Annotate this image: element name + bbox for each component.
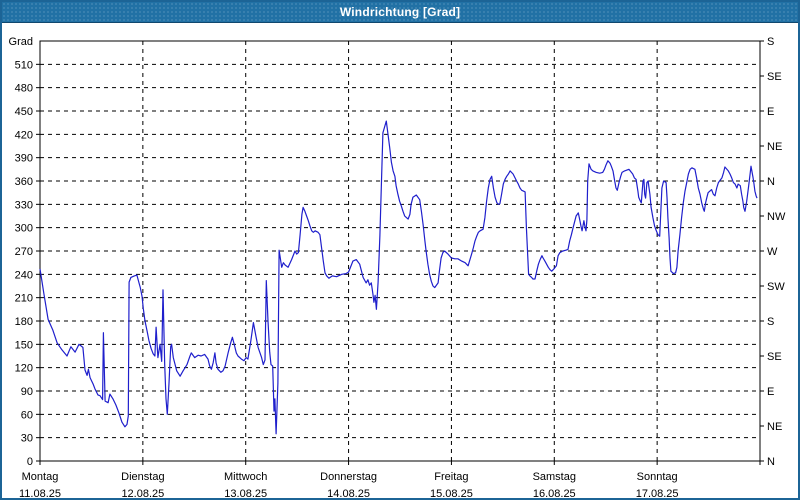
compass-tick-label: E — [767, 386, 774, 398]
compass-tick-label: W — [767, 246, 778, 258]
y-axis-tick-label: 210 — [15, 293, 33, 305]
y-axis-title: Grad — [9, 36, 33, 48]
x-day-label: Samstag — [533, 471, 576, 483]
x-date-label: 16.08.25 — [533, 488, 576, 498]
y-axis-tick-label: 270 — [15, 246, 33, 258]
y-axis-tick-label: 150 — [15, 339, 33, 351]
y-axis-tick-label: 510 — [15, 59, 33, 71]
x-date-label: 15.08.25 — [430, 488, 473, 498]
chart-content-area: 0 30 60 90 120 150 180 210 240 270 300 330 360 390 420… — [2, 23, 798, 498]
y-axis-tick-label: 240 — [15, 269, 33, 281]
y-axis-tick-label: 390 — [15, 153, 33, 165]
compass-tick-label: SE — [767, 71, 782, 83]
y-axis-tick-label: 300 — [15, 223, 33, 235]
x-day-label: Donnerstag — [320, 471, 377, 483]
compass-tick-label: S — [767, 36, 774, 48]
compass-tick-label: E — [767, 106, 774, 118]
compass-tick-label: NE — [767, 421, 782, 433]
x-date-label: 17.08.25 — [636, 488, 679, 498]
y-axis-tick-label: 90 — [21, 386, 33, 398]
title-bar[interactable]: Windrichtung [Grad] — [2, 2, 798, 23]
wind-direction-line — [39, 120, 758, 435]
compass-tick-label: N — [767, 176, 775, 188]
y-axis-tick-label: 30 — [21, 433, 33, 445]
x-day-label: Freitag — [434, 471, 468, 483]
y-axis-tick-label: 0 — [27, 456, 33, 468]
compass-tick-label: NE — [767, 141, 782, 153]
x-day-label: Montag — [22, 471, 59, 483]
y-axis-tick-label: 330 — [15, 199, 33, 211]
x-date-label: 14.08.25 — [327, 488, 370, 498]
x-date-label: 11.08.25 — [19, 488, 61, 498]
x-day-label: Sonntag — [637, 471, 678, 483]
y-axis-tick-label: 420 — [15, 129, 33, 141]
x-date-label: 12.08.25 — [121, 488, 164, 498]
compass-tick-label: N — [767, 456, 775, 468]
y-axis-tick-label: 60 — [21, 409, 33, 421]
x-day-label: Mittwoch — [224, 471, 267, 483]
x-day-label: Dienstag — [121, 471, 164, 483]
compass-tick-label: S — [767, 316, 774, 328]
compass-tick-label: SW — [767, 281, 785, 293]
y-axis-tick-label: 450 — [15, 106, 33, 118]
compass-tick-label: SE — [767, 351, 782, 363]
compass-tick-label: NW — [767, 211, 786, 223]
y-axis-tick-label: 180 — [15, 316, 33, 328]
y-axis-tick-label: 360 — [15, 176, 33, 188]
y-axis-tick-label: 480 — [15, 83, 33, 95]
y-axis-tick-label: 120 — [15, 363, 33, 375]
x-date-label: 13.08.25 — [224, 488, 267, 498]
window-title: Windrichtung [Grad] — [339, 5, 461, 19]
wind-direction-chart: 0 30 60 90 120 150 180 210 240 270 300 330 360 390 420… — [9, 36, 786, 498]
